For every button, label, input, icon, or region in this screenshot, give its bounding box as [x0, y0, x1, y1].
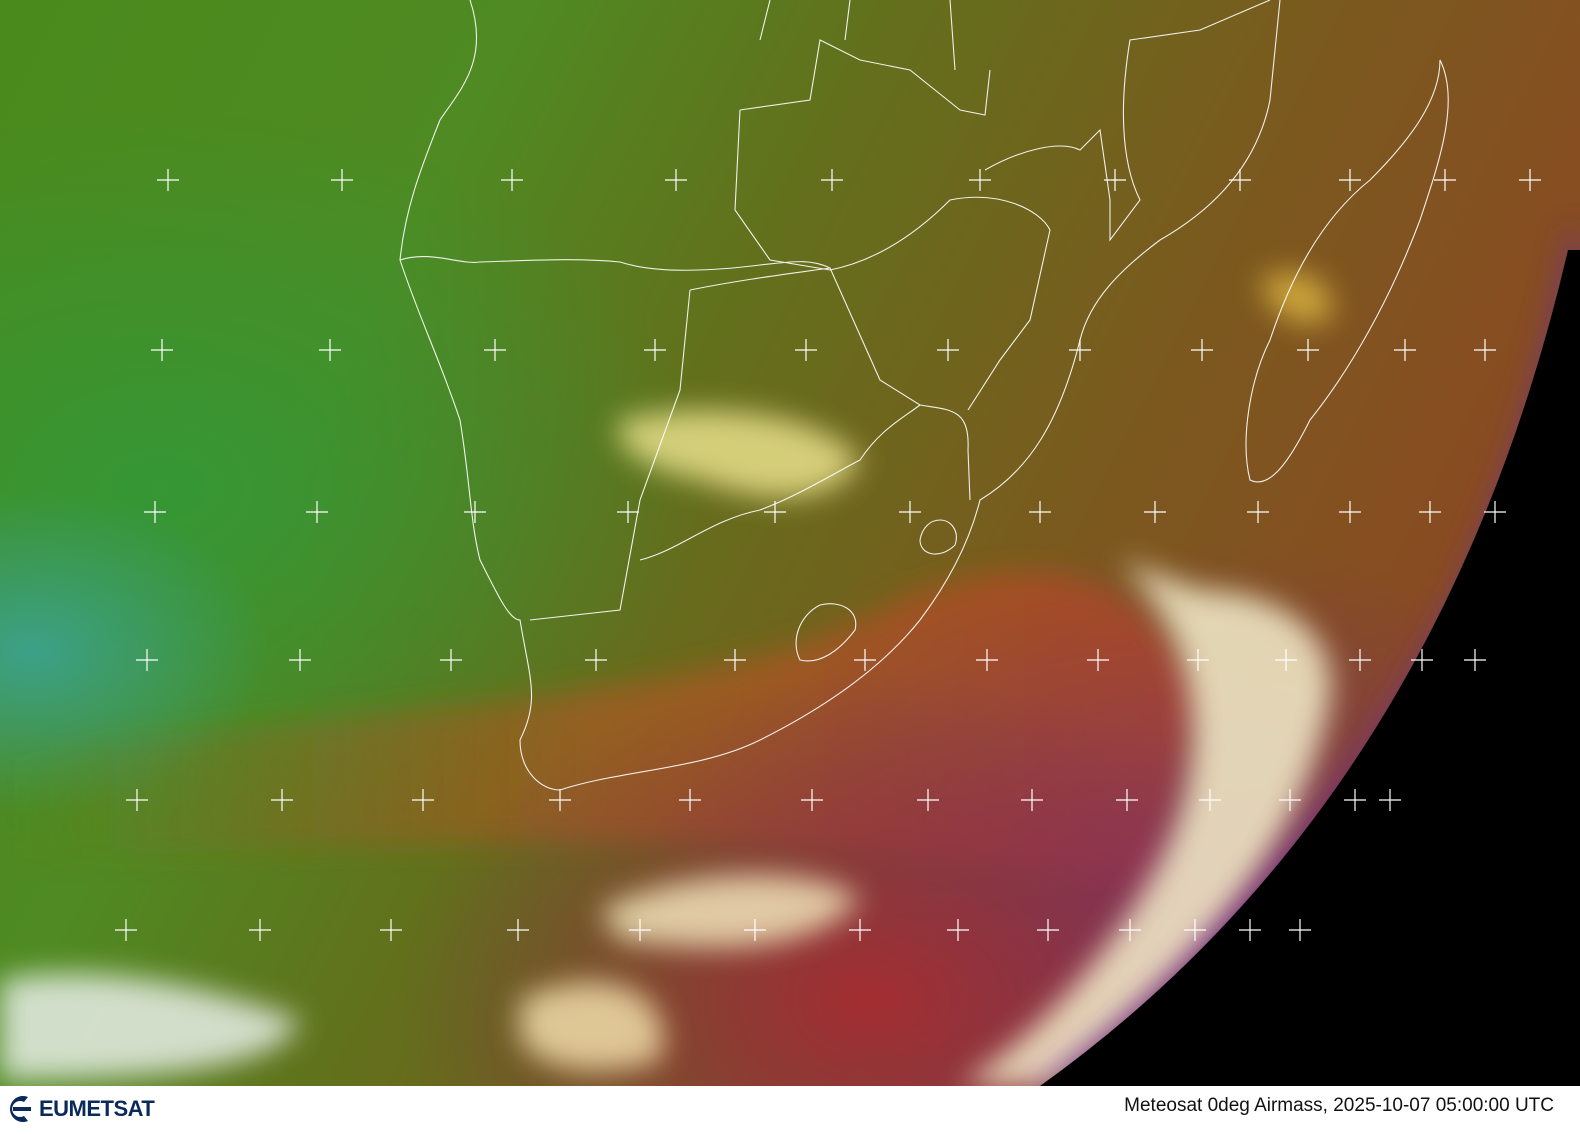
grid-cross: [585, 649, 607, 671]
grid-cross: [1247, 501, 1269, 523]
grid-cross: [501, 169, 523, 191]
grid-cross: [319, 339, 341, 361]
grid-cross: [1275, 649, 1297, 671]
grid-cross: [1191, 339, 1213, 361]
grid-cross: [1519, 169, 1541, 191]
footer-bar: EUMETSAT Meteosat 0deg Airmass, 2025-10-…: [0, 1086, 1580, 1134]
grid-cross: [1379, 789, 1401, 811]
grid-cross: [1411, 649, 1433, 671]
grid-cross: [136, 649, 158, 671]
grid-cross: [854, 649, 876, 671]
grid-cross: [1104, 169, 1126, 191]
grid-cross: [644, 339, 666, 361]
grid-cross: [151, 339, 173, 361]
grid-cross: [507, 919, 529, 941]
grid-cross: [795, 339, 817, 361]
grid-cross: [1199, 789, 1221, 811]
grid-cross: [744, 919, 766, 941]
grid-cross: [1144, 501, 1166, 523]
grid-cross: [484, 339, 506, 361]
grid-cross: [1484, 501, 1506, 523]
grid-cross: [1069, 339, 1091, 361]
grid-cross: [1037, 919, 1059, 941]
grid-cross: [1021, 789, 1043, 811]
grid-cross: [412, 789, 434, 811]
grid-cross: [1434, 169, 1456, 191]
grid-cross: [1474, 339, 1496, 361]
grid-cross: [289, 649, 311, 671]
grid-cross: [126, 789, 148, 811]
airmass-satellite-image: [0, 0, 1580, 1086]
grid-cross: [1229, 169, 1251, 191]
space-background: [1040, 250, 1580, 1086]
eumetsat-logo-icon: [10, 1096, 31, 1122]
grid-cross: [821, 169, 843, 191]
grid-cross: [679, 789, 701, 811]
grid-cross: [899, 501, 921, 523]
grid-cross: [937, 339, 959, 361]
grid-cross: [629, 919, 651, 941]
grid-cross: [1339, 501, 1361, 523]
image-caption: Meteosat 0deg Airmass, 2025-10-07 05:00:…: [1124, 1095, 1554, 1116]
grid-cross: [144, 501, 166, 523]
grid-cross: [969, 169, 991, 191]
grid-cross: [306, 501, 328, 523]
grid-cross: [440, 649, 462, 671]
grid-cross: [1029, 501, 1051, 523]
grid-cross: [1239, 919, 1261, 941]
grid-cross: [849, 919, 871, 941]
grid-cross: [1116, 789, 1138, 811]
grid-cross: [380, 919, 402, 941]
grid-cross: [917, 789, 939, 811]
cloud-bands: [0, 272, 1332, 1086]
grid-cross: [764, 501, 786, 523]
grid-cross: [271, 789, 293, 811]
grid-cross: [1349, 649, 1371, 671]
grid-cross: [464, 501, 486, 523]
grid-cross: [947, 919, 969, 941]
grid-cross: [115, 919, 137, 941]
eumetsat-logo: EUMETSAT: [6, 1094, 155, 1124]
grid-cross: [1339, 169, 1361, 191]
grid-cross: [1419, 501, 1441, 523]
grid-cross: [1187, 649, 1209, 671]
grid-cross: [1279, 789, 1301, 811]
grid-cross: [249, 919, 271, 941]
grid-cross: [617, 501, 639, 523]
grid-cross: [1289, 919, 1311, 941]
grid-cross: [801, 789, 823, 811]
grid-cross: [1344, 789, 1366, 811]
grid-cross: [1087, 649, 1109, 671]
grid-cross: [1464, 649, 1486, 671]
grid-cross: [724, 649, 746, 671]
grid-cross: [1119, 919, 1141, 941]
grid-cross: [665, 169, 687, 191]
grid-cross: [549, 789, 571, 811]
grid-cross: [1394, 339, 1416, 361]
grid-cross: [331, 169, 353, 191]
grid-cross: [157, 169, 179, 191]
grid-cross: [976, 649, 998, 671]
grid-cross: [1297, 339, 1319, 361]
grid-cross: [1184, 919, 1206, 941]
lat-lon-grid: [115, 169, 1541, 941]
logo-text: EUMETSAT: [39, 1096, 155, 1121]
